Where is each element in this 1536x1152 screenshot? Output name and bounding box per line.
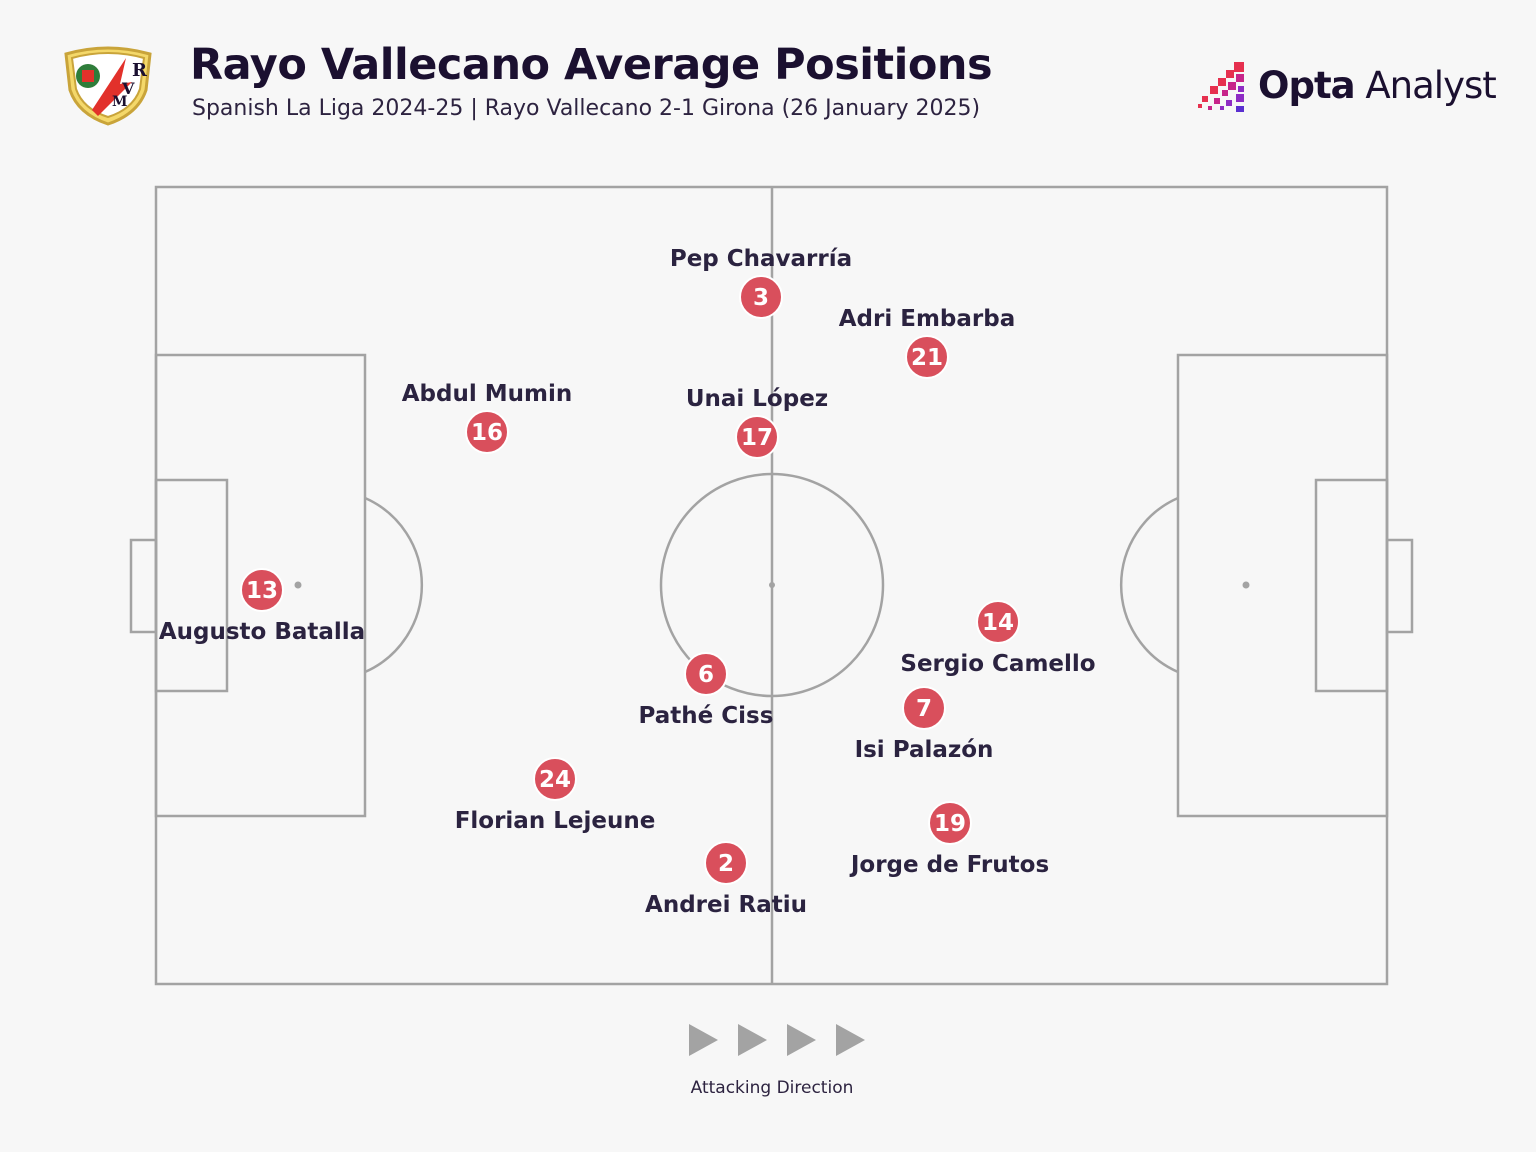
- opta-analyst-brand: Opta Analyst: [1196, 60, 1497, 116]
- pitch-lines: [129, 185, 1414, 986]
- player-marker: 24 Florian Lejeune: [455, 757, 656, 834]
- player-number: 3: [753, 285, 769, 311]
- player-marker: 13 Augusto Batalla: [159, 568, 365, 645]
- right-six-yard-box: [1314, 478, 1389, 693]
- page-title: Rayo Vallecano Average Positions: [190, 40, 993, 90]
- player-marker: 14 Sergio Camello: [900, 600, 1096, 677]
- rayo-vallecano-crest-icon: R V M: [62, 44, 154, 128]
- player-number: 2: [718, 851, 734, 877]
- player-marker: 2 Andrei Ratiu: [645, 841, 807, 918]
- brand-name-bold: Opta: [1258, 64, 1356, 107]
- play-arrows-icon: [680, 1018, 880, 1064]
- player-dot: [905, 335, 949, 379]
- page-subtitle: Spanish La Liga 2024-25 | Rayo Vallecano…: [192, 96, 981, 121]
- left-penalty-arc: [364, 496, 424, 674]
- player-dot: [533, 757, 577, 801]
- player-name: Pep Chavarría: [670, 246, 852, 272]
- player-marker: 6 Pathé Ciss: [639, 652, 774, 729]
- player-name: Adri Embarba: [839, 306, 1016, 332]
- player-dot: [240, 568, 284, 612]
- player-name: Unai López: [686, 386, 828, 412]
- player-name: Andrei Ratiu: [645, 892, 807, 918]
- player-name: Pathé Ciss: [639, 703, 774, 729]
- left-penalty-spot: [294, 581, 302, 589]
- player-dot: [704, 841, 748, 885]
- attacking-direction-label: Attacking Direction: [690, 1078, 854, 1098]
- player-number: 17: [741, 425, 773, 451]
- player-marker: 17 Unai López: [686, 386, 828, 459]
- player-dot: [976, 600, 1020, 644]
- brand-name-regular: Analyst: [1354, 64, 1496, 107]
- player-marker: 3 Pep Chavarría: [670, 246, 852, 319]
- player-dot: [684, 652, 728, 696]
- player-name: Isi Palazón: [855, 737, 994, 763]
- right-penalty-area: [1176, 353, 1389, 818]
- player-name: Abdul Mumin: [402, 381, 572, 407]
- players-layer: 3 Pep Chavarría 21 Adri Embarba 16 Abdul Mumi…: [159, 246, 1096, 918]
- opta-pixel-logo-icon: [1196, 60, 1250, 114]
- player-name: Augusto Batalla: [159, 619, 365, 645]
- svg-text:R: R: [132, 60, 148, 81]
- right-penalty-arc: [1119, 496, 1179, 674]
- player-dot: [902, 686, 946, 730]
- svg-text:M: M: [112, 94, 128, 110]
- player-number: 16: [471, 420, 503, 446]
- player-marker: 21 Adri Embarba: [839, 306, 1016, 379]
- left-goal: [129, 538, 158, 634]
- player-marker: 19 Jorge de Frutos: [849, 801, 1049, 878]
- player-marker: 7 Isi Palazón: [855, 686, 994, 763]
- player-number: 13: [246, 578, 278, 604]
- player-dot: [465, 410, 509, 454]
- player-name: Jorge de Frutos: [849, 852, 1049, 878]
- player-number: 19: [934, 811, 966, 837]
- player-dot: [928, 801, 972, 845]
- svg-text:V: V: [121, 79, 135, 98]
- brand-name: Opta Analyst: [1258, 64, 1497, 107]
- player-number: 24: [539, 767, 571, 793]
- header: R V M Rayo Vallecano Average Positions S…: [0, 0, 1536, 150]
- right-penalty-spot: [1242, 581, 1250, 589]
- player-number: 14: [982, 610, 1014, 636]
- player-number: 7: [916, 696, 932, 722]
- player-dot: [739, 275, 783, 319]
- left-six-yard-box: [154, 478, 229, 693]
- player-number: 6: [698, 662, 714, 688]
- player-dot: [735, 415, 779, 459]
- player-name: Florian Lejeune: [455, 808, 656, 834]
- right-goal: [1385, 538, 1414, 634]
- centre-circle: [659, 472, 885, 698]
- centre-spot: [769, 582, 775, 588]
- player-name: Sergio Camello: [900, 651, 1095, 677]
- player-number: 21: [911, 345, 943, 371]
- player-marker: 16 Abdul Mumin: [402, 381, 572, 454]
